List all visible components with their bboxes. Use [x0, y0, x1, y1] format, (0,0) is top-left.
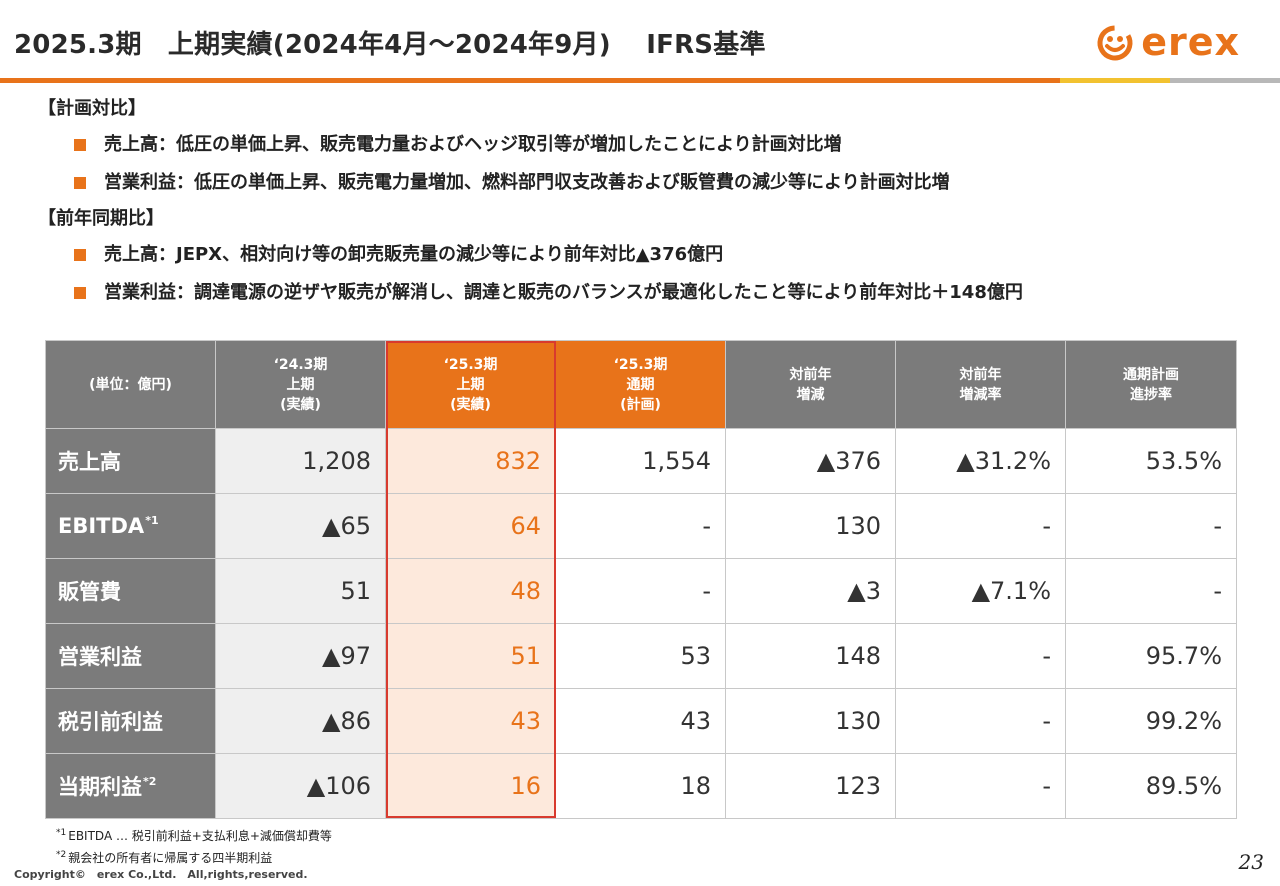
footnotes: *1 EBITDA … 税引前利益+支払利息+減価償却費等 *2 親会社の所有者に帰… [56, 824, 332, 868]
table-cell: 53 [555, 623, 726, 689]
header-cur-h1-actual: ‘25.3期 上期 (実績) [385, 340, 556, 429]
table-cell: 130 [725, 688, 896, 754]
table-row: 税引前利益 ▲86 43 43 130 - 99.2% [45, 688, 1237, 754]
table-cell: ▲86 [215, 688, 386, 754]
erex-logo: erex [1095, 20, 1240, 64]
table-row: EBITDA*1 ▲65 64 - 130 - - [45, 493, 1237, 559]
table-cell: - [1065, 493, 1237, 559]
table-cell: ▲31.2% [895, 428, 1066, 494]
table-cell: 16 [385, 753, 556, 819]
table-row: 営業利益 ▲97 51 53 148 - 95.7% [45, 623, 1237, 689]
table-cell: 95.7% [1065, 623, 1237, 689]
table-cell: 18 [555, 753, 726, 819]
header-plan-progress: 通期計画 進捗率 [1065, 340, 1237, 429]
table-cell: - [895, 688, 1066, 754]
bullet-text: 売上高：低圧の単価上昇、販売電力量およびヘッジ取引等が増加したことにより計画対比… [104, 134, 842, 155]
bullet-text: 営業利益：調達電源の逆ザヤ販売が解消し、調達と販売のバランスが最適化したこと等に… [104, 282, 1023, 303]
table-row: 当期利益*2 ▲106 16 18 123 - 89.5% [45, 753, 1237, 819]
table-cell: 99.2% [1065, 688, 1237, 754]
table-header-row: (単位：億円) ‘24.3期 上期 (実績) ‘25.3期 上期 (実績) ‘25.3期… [45, 340, 1237, 429]
table-cell: 1,208 [215, 428, 386, 494]
footnote: *1 EBITDA … 税引前利益+支払利息+減価償却費等 [56, 828, 332, 843]
row-label: 販管費 [45, 558, 216, 624]
erex-logo-text: erex [1141, 20, 1240, 64]
erex-logo-icon [1097, 25, 1133, 61]
table-cell: ▲7.1% [895, 558, 1066, 624]
footnote-mark: *2 [143, 775, 157, 788]
page-number: 23 [1238, 850, 1264, 874]
table-cell: 130 [725, 493, 896, 559]
table-cell: 51 [215, 558, 386, 624]
header-rule-orange [0, 78, 1060, 83]
table-cell: 53.5% [1065, 428, 1237, 494]
row-label: 当期利益*2 [45, 753, 216, 819]
bullet-square-icon [74, 177, 86, 189]
summary-bullets: 【計画対比】 売上高：低圧の単価上昇、販売電力量およびヘッジ取引等が増加したこと… [38, 92, 1258, 312]
header-unit: (単位：億円) [45, 340, 216, 429]
header-yoy-rate: 対前年 増減率 [895, 340, 1066, 429]
table-cell: - [555, 558, 726, 624]
header-rule-yellow [1060, 78, 1170, 83]
table-cell: - [1065, 558, 1237, 624]
bullet-square-icon [74, 139, 86, 151]
header-rule-gray [1170, 78, 1280, 83]
header-prev-h1-actual: ‘24.3期 上期 (実績) [215, 340, 386, 429]
bullet-text: 営業利益：低圧の単価上昇、販売電力量増加、燃料部門収支改善および販管費の減少等に… [104, 172, 950, 193]
table-cell: 89.5% [1065, 753, 1237, 819]
bullet-item: 売上高：JEPX、相対向け等の卸売販売量の減少等により前年対比▲376億円 [38, 236, 1258, 274]
table-cell: ▲65 [215, 493, 386, 559]
table-cell: 43 [385, 688, 556, 754]
row-label: 売上高 [45, 428, 216, 494]
table-cell: ▲3 [725, 558, 896, 624]
table-cell: 48 [385, 558, 556, 624]
table-cell: 123 [725, 753, 896, 819]
copyright: Copyright© erex Co.,Ltd. All,rights,rese… [14, 868, 308, 881]
section-heading-yoy: 【前年同期比】 [38, 208, 164, 229]
header-yoy-change: 対前年 増減 [725, 340, 896, 429]
bullet-text: 売上高：JEPX、相対向け等の卸売販売量の減少等により前年対比▲376億円 [104, 244, 724, 265]
table-cell: 1,554 [555, 428, 726, 494]
table-cell: 43 [555, 688, 726, 754]
table-row: 販管費 51 48 - ▲3 ▲7.1% - [45, 558, 1237, 624]
table-cell: 832 [385, 428, 556, 494]
section-heading-plan: 【計画対比】 [38, 98, 146, 119]
table-cell: ▲106 [215, 753, 386, 819]
slide-header: 2025.3期 上期実績(2024年4月～2024年9月) IFRS基準 ere… [0, 0, 1280, 84]
table-row: 売上高 1,208 832 1,554 ▲376 ▲31.2% 53.5% [45, 428, 1237, 494]
table-cell: - [555, 493, 726, 559]
table-cell: 51 [385, 623, 556, 689]
table-cell: - [895, 623, 1066, 689]
table-cell: - [895, 493, 1066, 559]
footnote: *2 親会社の所有者に帰属する四半期利益 [56, 850, 273, 865]
table-cell: ▲97 [215, 623, 386, 689]
footnote-mark: *1 [145, 514, 159, 527]
bullet-item: 売上高：低圧の単価上昇、販売電力量およびヘッジ取引等が増加したことにより計画対比… [38, 126, 1258, 164]
bullet-square-icon [74, 249, 86, 261]
row-label: 税引前利益 [45, 688, 216, 754]
header-full-year-plan: ‘25.3期 通期 (計画) [555, 340, 726, 429]
bullet-item: 営業利益：低圧の単価上昇、販売電力量増加、燃料部門収支改善および販管費の減少等に… [38, 164, 1258, 202]
table-cell: 64 [385, 493, 556, 559]
bullet-square-icon [74, 287, 86, 299]
slide-title: 2025.3期 上期実績(2024年4月～2024年9月) IFRS基準 [14, 30, 766, 60]
row-label: 営業利益 [45, 623, 216, 689]
table-cell: ▲376 [725, 428, 896, 494]
bullet-item: 営業利益：調達電源の逆ザヤ販売が解消し、調達と販売のバランスが最適化したこと等に… [38, 274, 1258, 312]
row-label: EBITDA*1 [45, 493, 216, 559]
table-cell: 148 [725, 623, 896, 689]
table-cell: - [895, 753, 1066, 819]
results-table: (単位：億円) ‘24.3期 上期 (実績) ‘25.3期 上期 (実績) ‘25.3期… [45, 340, 1237, 819]
